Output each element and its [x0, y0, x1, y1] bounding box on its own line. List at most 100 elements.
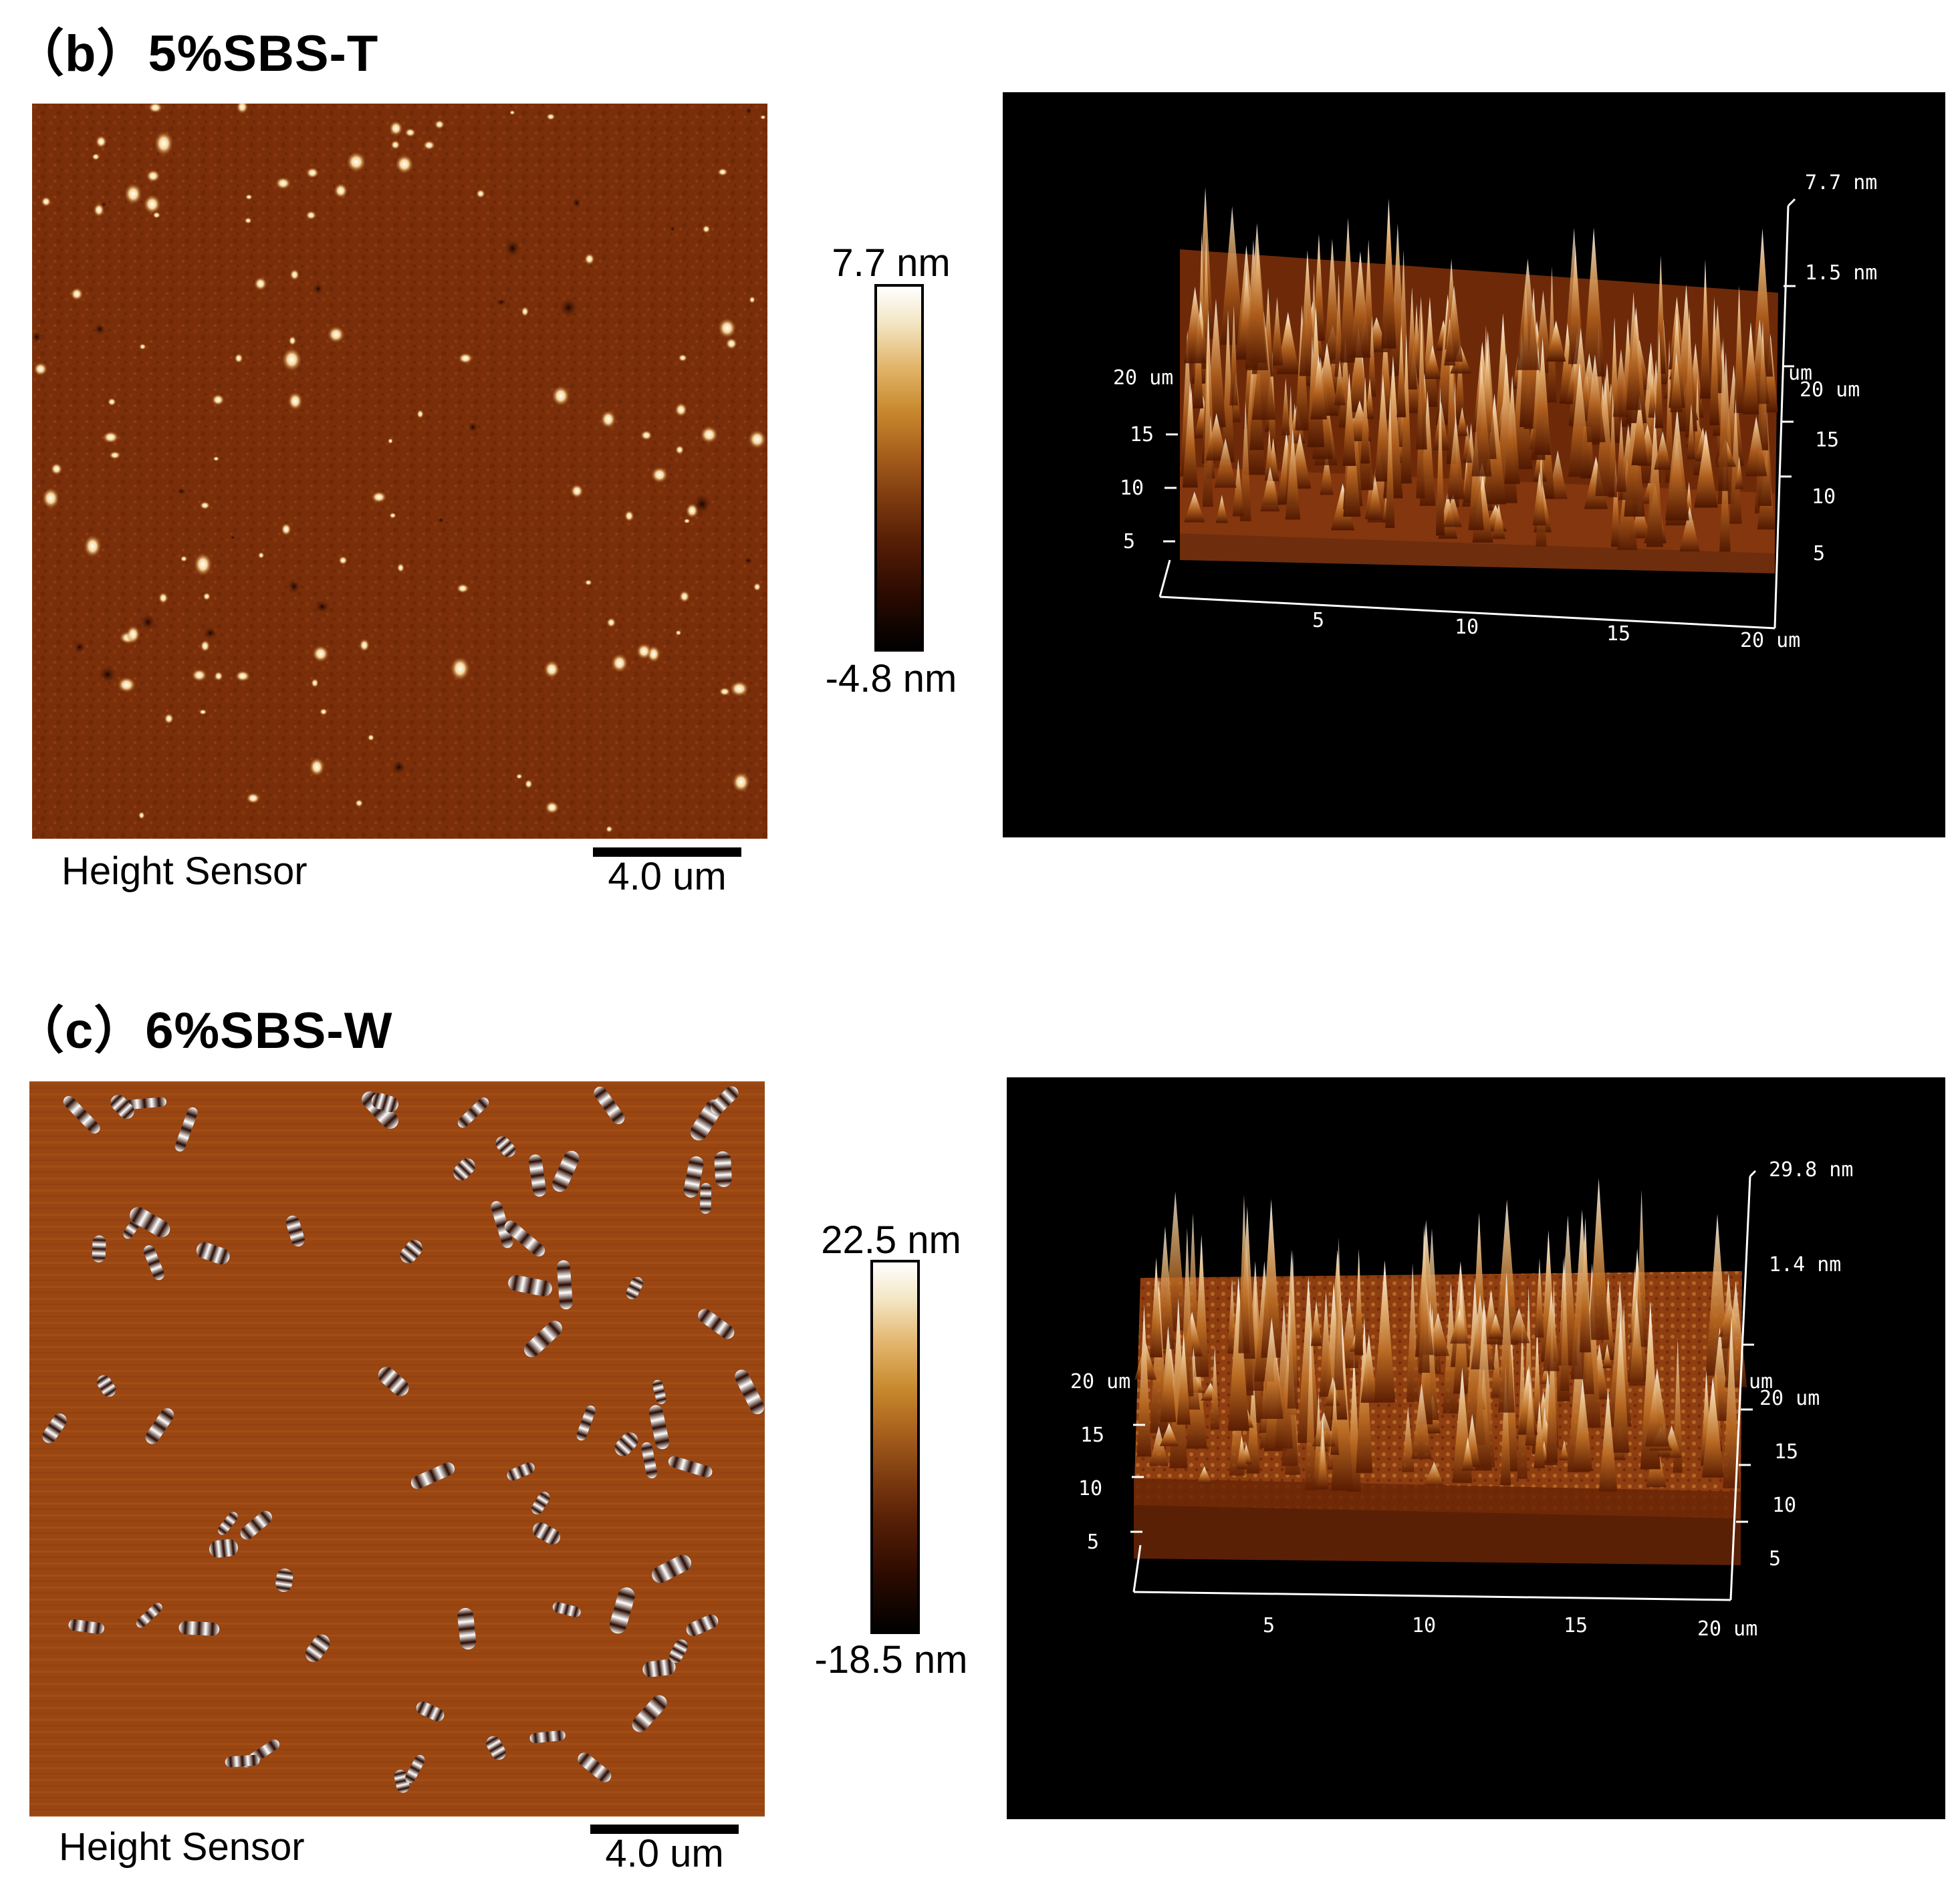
surface-feature — [675, 630, 682, 636]
surface-feature — [509, 110, 515, 115]
surface-feature — [101, 201, 107, 208]
surface-feature — [50, 462, 63, 475]
surface-feature — [355, 799, 364, 807]
height-spike — [1350, 251, 1371, 358]
surface-feature — [176, 487, 187, 495]
surface-feature — [457, 1608, 477, 1650]
height-spike — [1342, 372, 1356, 466]
surface-feature — [42, 1414, 67, 1444]
height-spike — [1665, 339, 1674, 483]
surface-feature — [275, 176, 291, 190]
height-spike — [1160, 1325, 1177, 1422]
surface-feature — [211, 394, 225, 406]
height-spike — [1169, 1298, 1188, 1468]
afm-3d-view-c: 29.8 nm 1.4 nm 20 um 15 10 5 um 20 um 15… — [1007, 1077, 1945, 1819]
height-spike — [1182, 381, 1198, 488]
height-spike — [1447, 415, 1465, 499]
height-spike — [1670, 352, 1683, 412]
height-spike — [1546, 1315, 1558, 1463]
surface-feature — [130, 1207, 170, 1238]
height-spike — [1381, 198, 1396, 349]
height-spike — [1492, 503, 1505, 539]
height-spike — [1461, 1438, 1474, 1471]
surface-features-b — [32, 104, 767, 833]
surface-feature — [92, 1235, 106, 1262]
height-spike — [1610, 459, 1620, 547]
height-spike — [1325, 1377, 1340, 1406]
surface-feature — [610, 653, 628, 673]
panel-b-letter: （b） — [13, 25, 148, 82]
surface-feature — [669, 1639, 688, 1663]
height-spike — [1612, 349, 1630, 417]
height-spike — [1498, 1271, 1515, 1413]
height-spike — [1411, 1383, 1432, 1460]
y-right-top-b: 20 um — [1800, 378, 1860, 402]
height-spike — [1385, 396, 1395, 529]
surface-feature — [143, 1245, 164, 1281]
surface-feature — [557, 1260, 573, 1310]
surface-feature — [559, 297, 578, 318]
height-spike — [1406, 1262, 1419, 1402]
surface-feature — [685, 503, 699, 519]
height-spike — [1473, 1298, 1495, 1468]
surface-feature — [320, 708, 328, 716]
surface-feature — [719, 687, 731, 696]
surface-feature — [309, 757, 325, 777]
height-spike — [1334, 1237, 1344, 1390]
height-spike — [1330, 1379, 1339, 1455]
surface-feature — [68, 1619, 104, 1634]
surface-feature — [92, 153, 100, 160]
height-spike — [1733, 285, 1745, 414]
surface-feature — [491, 1201, 513, 1248]
height-spike — [1310, 354, 1327, 420]
surface-feature — [714, 1151, 732, 1188]
surface-feature — [458, 352, 473, 364]
surface-feature — [95, 135, 107, 148]
surface-feature — [158, 592, 168, 604]
height-spike — [1310, 1301, 1322, 1346]
surface-feature — [450, 656, 470, 681]
height-spike — [1416, 311, 1427, 450]
height-spike — [1534, 290, 1552, 373]
surface-features-c — [42, 1086, 765, 1793]
surface-feature — [686, 1614, 719, 1637]
surface-feature — [275, 1569, 293, 1592]
surface-feature — [387, 438, 394, 444]
height-spike — [1500, 1361, 1511, 1486]
surface-feature — [389, 512, 396, 519]
y-left-top-b: 20 um — [1113, 366, 1173, 390]
surface-feature — [700, 426, 719, 444]
surface-feature — [102, 431, 119, 444]
colorbar-c — [870, 1260, 920, 1634]
surface-feature — [359, 638, 370, 652]
surface-feature — [700, 1183, 712, 1214]
height-spike — [1210, 1347, 1220, 1430]
height-spike — [1646, 409, 1664, 547]
surface-feature — [504, 239, 521, 258]
height-spike — [1354, 1248, 1364, 1355]
surface-feature — [199, 709, 207, 715]
surface-feature — [732, 771, 750, 793]
surface-feature — [717, 317, 737, 338]
surface-feature — [145, 1408, 174, 1444]
y-right-tick-b-15: 15 — [1815, 428, 1839, 452]
height-spike — [1319, 1291, 1333, 1397]
surface-feature — [84, 535, 102, 558]
surface-feature — [529, 1730, 566, 1744]
panel-c-letter: （c） — [13, 1002, 146, 1059]
surface-feature — [717, 168, 728, 176]
colorbar-max-b: 7.7 nm — [832, 241, 951, 285]
surface-feature — [584, 253, 595, 265]
surface-feature — [174, 1107, 198, 1152]
surface-feature — [410, 1462, 455, 1490]
surface-feature — [735, 1369, 765, 1414]
y-left-tick-b-10: 10 — [1120, 477, 1144, 500]
height-spike — [1400, 332, 1412, 484]
surface-feature — [41, 487, 60, 509]
height-spike — [1655, 255, 1666, 374]
x-tick-c-15: 15 — [1564, 1614, 1588, 1637]
y-right-top-c: 20 um — [1759, 1387, 1820, 1410]
surface-feature — [725, 338, 737, 350]
surface-feature — [203, 592, 211, 601]
surface-feature — [640, 430, 652, 440]
